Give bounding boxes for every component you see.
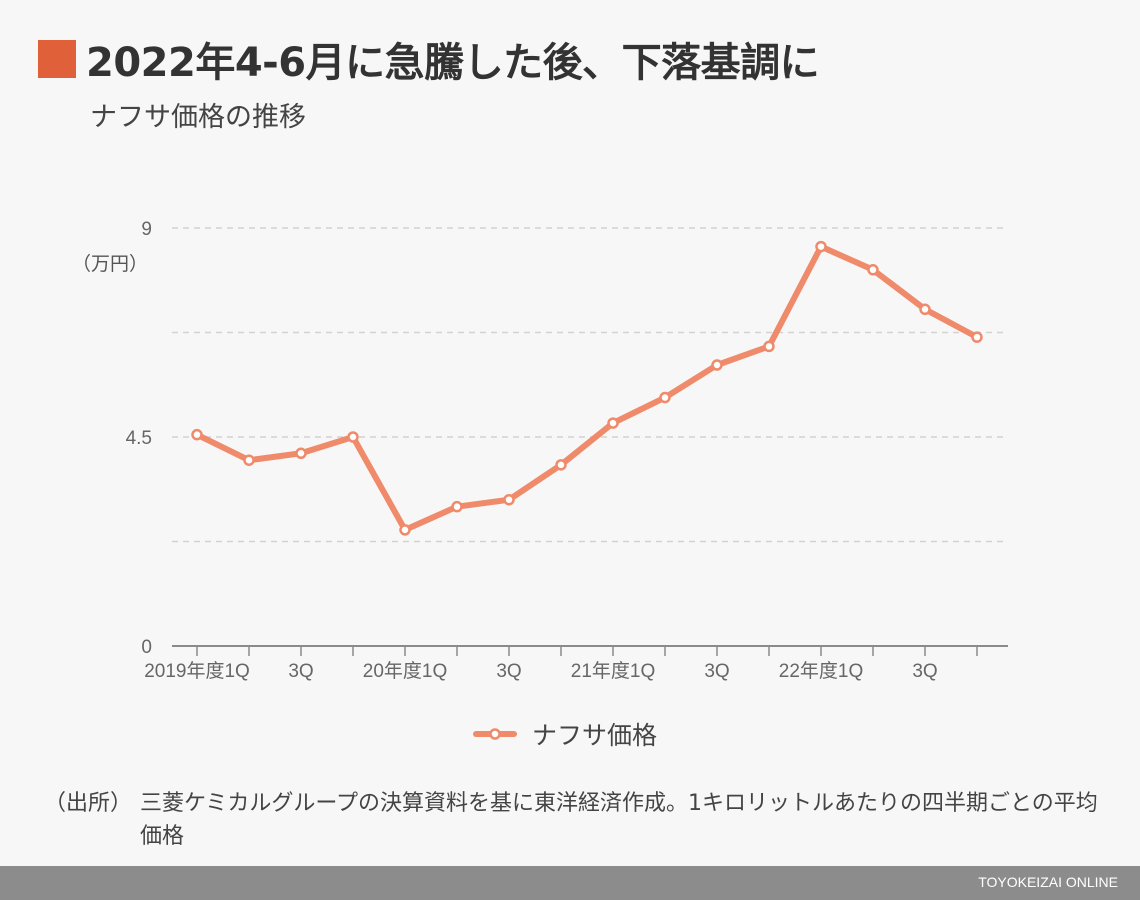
data-point [659,391,671,404]
x-tick-label: 3Q [288,661,313,682]
source-label: （出所） [44,791,133,816]
data-point [399,524,411,536]
x-tick-label: 20年度1Q [363,660,447,682]
source-text: 三菱ケミカルグループの決算資料を基に東洋経済作成。1キロリットルあたりの四半期ご… [140,791,1098,849]
data-point [711,359,723,371]
data-point [503,493,515,506]
footer-bar: TOYOKEIZAI ONLINE [0,866,1140,900]
data-point [191,428,203,441]
data-point [243,454,255,466]
data-point [347,431,359,443]
axes: 0 4.5 9 （万円） 2019年度1Q 3Q 20年度1Q 3Q 21年度1Q 3Q 22年度1… [72,219,1008,682]
data-point [919,303,931,316]
legend-label: ナフサ価格 [532,721,658,750]
x-tick-label: 22年度1Q [779,660,863,682]
legend-swatch [473,728,517,740]
data-point [971,331,983,343]
chart-title-row: 2022年4-6月に急騰した後、下落基調に [38,30,820,88]
x-tick-label: 3Q [912,661,937,682]
chart-title: 2022年4-6月に急騰した後、下落基調に [86,40,820,86]
x-tick-label: 3Q [704,661,729,682]
y-tick-label: 9 [141,219,152,240]
y-tick-label: 0 [141,637,152,658]
data-point [555,459,567,471]
data-point [867,264,879,276]
title-marker-square [38,40,76,78]
x-tick-label: 2019年度1Q [144,660,250,682]
x-tick-label: 21年度1Q [571,660,655,682]
x-tick-label: 3Q [496,661,521,682]
data-point [763,340,775,353]
data-point [607,417,619,429]
data-point [295,447,307,460]
source-note: （出所） 三菱ケミカルグループの決算資料を基に東洋経済作成。1キロリットルあたり… [44,787,1104,853]
series-layer [191,240,983,536]
legend: ナフサ価格 [472,716,657,752]
line-chart: 0 4.5 9 （万円） 2019年度1Q 3Q 20年度1Q 3Q 21年度1Q 3Q 22年度1… [72,219,1008,682]
data-point [815,240,827,253]
chart-subtitle: ナフサ価格の推移 [90,102,306,133]
y-tick-label: 4.5 [126,428,152,449]
y-axis-unit-label: （万円） [72,253,148,275]
data-point [451,500,463,513]
brand-logo-text: TOYOKEIZAI ONLINE [978,874,1118,890]
series-line-naphtha-price [194,243,980,533]
gridlines [172,227,1004,543]
